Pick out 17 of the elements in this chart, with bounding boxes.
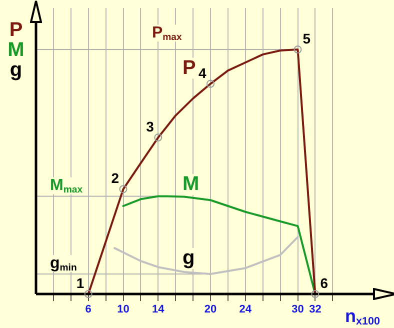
x-tick-label: 24 xyxy=(239,304,252,316)
annotation: 4 xyxy=(198,64,206,81)
x-tick-label: 14 xyxy=(152,304,166,316)
series-label: g xyxy=(182,246,195,269)
x-tick-label: 30 xyxy=(292,304,304,316)
annotation: 6 xyxy=(320,275,328,291)
annotation: 2 xyxy=(111,170,120,186)
annotation: 3 xyxy=(146,118,154,135)
x-tick-label: 32 xyxy=(309,304,322,316)
annotation: 5 xyxy=(302,30,311,47)
annotation: 1 xyxy=(76,275,84,291)
series-label: P xyxy=(182,56,196,79)
x-tick-label: 6 xyxy=(85,304,92,316)
series-label: M xyxy=(182,173,200,196)
y-axis-title: P M g xyxy=(8,19,24,81)
x-tick-label: 10 xyxy=(117,304,130,316)
x-tick-label: 20 xyxy=(204,304,217,316)
